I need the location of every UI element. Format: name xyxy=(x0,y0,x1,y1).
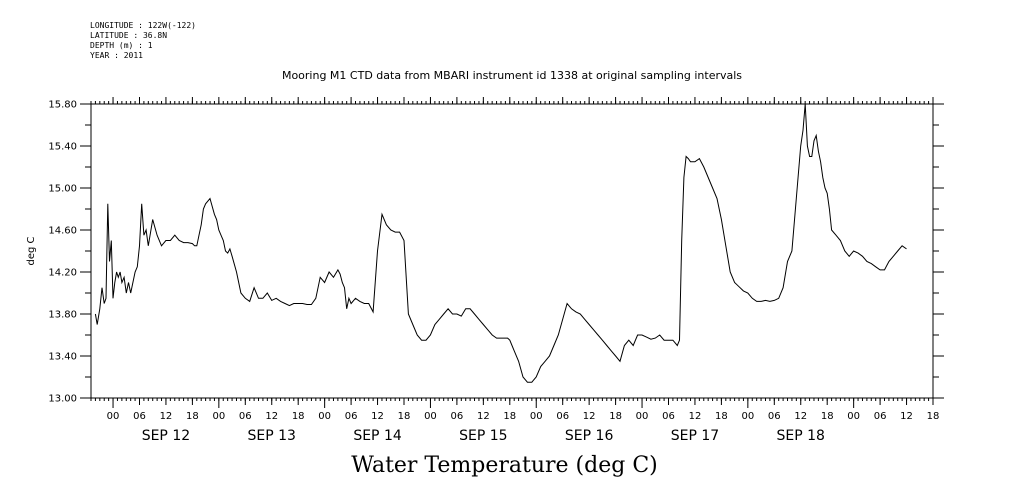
x-tick-label: 00 xyxy=(107,411,120,422)
x-tick-label: 12 xyxy=(583,411,596,422)
x-tick-label: 18 xyxy=(292,411,305,422)
x-tick-label: 00 xyxy=(424,411,437,422)
x-tick-label: 18 xyxy=(609,411,622,422)
x-tick-label: 12 xyxy=(689,411,702,422)
x-day-label: SEP 16 xyxy=(565,428,614,444)
x-tick-label: 00 xyxy=(318,411,331,422)
x-tick-label: 06 xyxy=(874,411,887,422)
y-tick-label: 13.80 xyxy=(48,310,77,321)
x-tick-label: 06 xyxy=(451,411,464,422)
chart-title: Mooring M1 CTD data from MBARI instrumen… xyxy=(282,69,742,82)
longitude-label: LONGITUDE : 122W(-122) xyxy=(90,21,196,30)
x-axis: 00 06 12 18 00 06 12 18 00 06 12 18 00 06 12 18 00 06 12 18… xyxy=(107,97,940,444)
x-tick-label: 06 xyxy=(662,411,675,422)
x-tick-label: 18 xyxy=(715,411,728,422)
y-tick-label: 13.40 xyxy=(48,352,77,363)
y-axis: 13.00 13.40 13.80 14.20 14.60 15.00 15.40 15.80 xyxy=(48,100,944,405)
x-tick-label: 06 xyxy=(345,411,358,422)
x-tick-label: 00 xyxy=(741,411,754,422)
y-tick-label: 15.00 xyxy=(48,184,77,195)
depth-label: DEPTH (m) : 1 xyxy=(90,41,153,50)
x-day-label: SEP 12 xyxy=(142,428,190,444)
water-temperature-line xyxy=(94,103,907,383)
y-tick-label: 13.00 xyxy=(48,394,77,405)
x-tick-label: 00 xyxy=(847,411,860,422)
x-day-label: SEP 17 xyxy=(671,428,719,444)
x-tick-label: 12 xyxy=(477,411,490,422)
x-axis-title: Water Temperature (deg C) xyxy=(351,453,658,478)
x-day-label: SEP 13 xyxy=(248,428,296,444)
x-tick-label: 12 xyxy=(900,411,913,422)
x-day-label: SEP 14 xyxy=(353,428,402,444)
y-tick-label: 15.40 xyxy=(48,142,77,153)
x-tick-label: 18 xyxy=(186,411,199,422)
y-tick-label: 14.20 xyxy=(48,268,77,279)
tick-marks xyxy=(90,101,934,401)
x-tick-label: 06 xyxy=(768,411,781,422)
x-tick-label: 06 xyxy=(556,411,569,422)
y-axis-label: deg C xyxy=(26,236,37,265)
x-tick-label: 06 xyxy=(133,411,146,422)
x-tick-label: 12 xyxy=(265,411,278,422)
y-tick-label: 14.60 xyxy=(48,226,77,237)
x-tick-label: 06 xyxy=(239,411,252,422)
x-tick-label: 12 xyxy=(371,411,384,422)
year-label: YEAR : 2011 xyxy=(90,51,143,60)
plot-frame xyxy=(90,103,934,399)
x-tick-label: 00 xyxy=(530,411,543,422)
x-tick-label: 00 xyxy=(636,411,649,422)
x-tick-label: 12 xyxy=(794,411,807,422)
metadata-block: LONGITUDE : 122W(-122) LATITUDE : 36.8N … xyxy=(90,21,196,61)
x-day-label: SEP 15 xyxy=(459,428,507,444)
x-tick-label: 00 xyxy=(212,411,225,422)
latitude-label: LATITUDE : 36.8N xyxy=(90,31,168,40)
y-tick-label: 15.80 xyxy=(48,100,77,111)
x-tick-label: 12 xyxy=(160,411,173,422)
x-day-label: SEP 18 xyxy=(777,428,825,444)
x-tick-label: 18 xyxy=(927,411,940,422)
x-tick-label: 18 xyxy=(398,411,411,422)
x-tick-label: 18 xyxy=(503,411,516,422)
x-tick-label: 18 xyxy=(821,411,834,422)
